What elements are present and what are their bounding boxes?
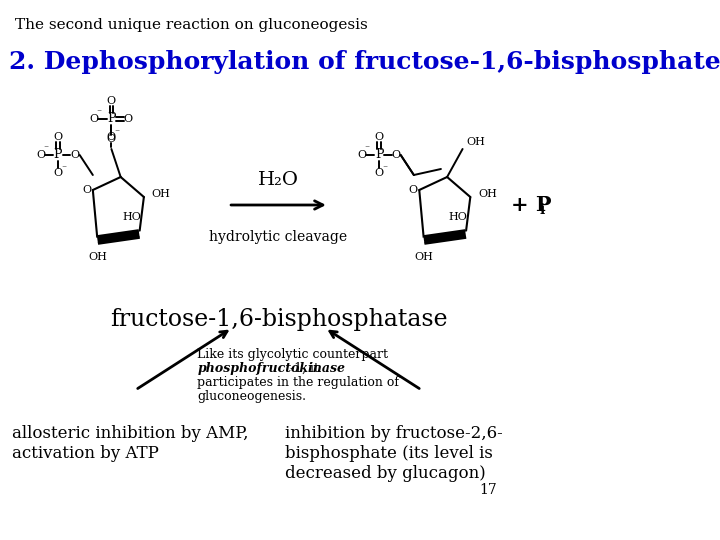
Text: phosphofructokinase: phosphofructokinase <box>197 362 346 375</box>
Text: HO: HO <box>122 212 141 222</box>
Text: H₂O: H₂O <box>258 171 299 189</box>
Text: O: O <box>82 185 91 195</box>
Text: OH: OH <box>415 252 433 262</box>
Text: OH: OH <box>152 189 171 199</box>
Text: HO: HO <box>449 212 467 222</box>
Text: allosteric inhibition by AMP,: allosteric inhibition by AMP, <box>12 425 248 442</box>
Text: ⁻: ⁻ <box>96 109 102 118</box>
Text: ⁻: ⁻ <box>114 129 120 138</box>
Text: O: O <box>124 114 133 124</box>
Text: P: P <box>375 148 383 161</box>
Text: OH: OH <box>478 189 497 199</box>
Text: O: O <box>107 132 116 142</box>
Text: OH: OH <box>467 137 485 147</box>
Text: O: O <box>374 132 384 142</box>
Text: P: P <box>54 148 62 161</box>
Text: O: O <box>71 150 80 160</box>
Text: O: O <box>357 150 366 160</box>
Text: decreased by glucagon): decreased by glucagon) <box>284 465 485 482</box>
Text: bisphosphate (its level is: bisphosphate (its level is <box>284 445 492 462</box>
Text: O: O <box>90 114 99 124</box>
Text: Like its glycolytic counterpart: Like its glycolytic counterpart <box>197 348 388 361</box>
Text: i: i <box>539 203 544 217</box>
Text: fructose-1,6-bisphosphatase: fructose-1,6-bisphosphatase <box>109 308 447 331</box>
Text: The second unique reaction on gluconeogesis: The second unique reaction on gluconeoge… <box>15 18 368 32</box>
Text: 2. Dephosphorylation of fructose-1,6-bisphosphate: 2. Dephosphorylation of fructose-1,6-bis… <box>9 50 720 74</box>
Text: O: O <box>53 132 63 142</box>
Text: O: O <box>374 168 384 178</box>
Text: inhibition by fructose-2,6-: inhibition by fructose-2,6- <box>284 425 503 442</box>
Text: -1, it: -1, it <box>290 362 319 375</box>
Text: O: O <box>53 168 63 178</box>
Text: 17: 17 <box>480 483 498 497</box>
Text: hydrolytic cleavage: hydrolytic cleavage <box>210 230 348 244</box>
Text: activation by ATP: activation by ATP <box>12 445 158 462</box>
Text: O: O <box>408 185 418 195</box>
Text: O: O <box>37 150 45 160</box>
Text: participates in the regulation of: participates in the regulation of <box>197 376 400 389</box>
Text: ⁻: ⁻ <box>61 165 66 173</box>
Text: ⁻: ⁻ <box>43 145 48 153</box>
Text: ⁻: ⁻ <box>364 145 369 153</box>
Text: P: P <box>107 112 116 125</box>
Text: O: O <box>392 150 400 160</box>
Text: ⁻: ⁻ <box>382 165 387 173</box>
Text: O: O <box>107 134 116 144</box>
Text: gluconeogenesis.: gluconeogenesis. <box>197 390 306 403</box>
Text: O: O <box>107 96 116 106</box>
Text: + P: + P <box>510 195 551 215</box>
Text: OH: OH <box>88 252 107 262</box>
